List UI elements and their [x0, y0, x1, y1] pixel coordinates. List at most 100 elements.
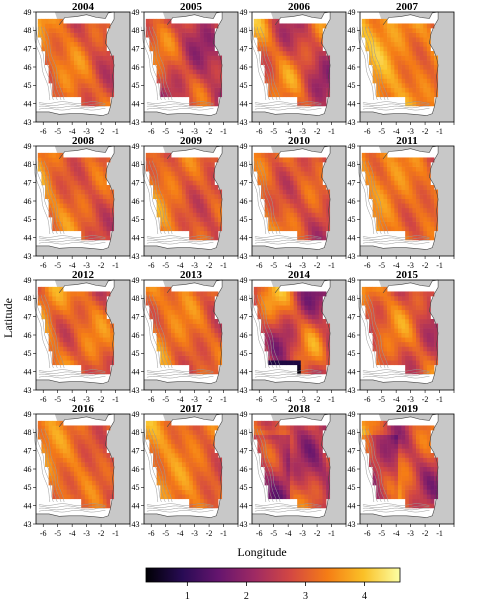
heatmap-cell	[160, 480, 165, 486]
heatmap-cell	[412, 221, 417, 227]
heatmap-cell	[282, 309, 287, 315]
heatmap-cell	[171, 189, 176, 195]
heatmap-cell	[70, 180, 75, 186]
heatmap-cell	[189, 369, 194, 375]
heatmap-cell	[419, 328, 424, 334]
x-tick-label: -2	[98, 261, 105, 270]
heatmap-cell	[174, 346, 179, 352]
heatmap-cell	[41, 180, 46, 186]
heatmap-cell	[293, 166, 298, 172]
heatmap-cell	[95, 296, 100, 301]
x-tick-label: -3	[407, 261, 414, 270]
heatmap-cell	[88, 23, 93, 29]
heatmap-cell	[163, 194, 168, 200]
heatmap-cell	[70, 221, 75, 227]
heatmap-cell	[203, 360, 208, 366]
heatmap-cell	[84, 184, 89, 190]
heatmap-cell	[167, 73, 172, 79]
heatmap-cell	[95, 425, 100, 431]
heatmap-cell	[63, 32, 68, 38]
heatmap-cell	[200, 32, 204, 38]
heatmap-cell	[326, 55, 331, 61]
heatmap-cell	[99, 166, 104, 172]
y-tick-label: 49	[348, 276, 356, 285]
heatmap-cell	[408, 180, 413, 186]
heatmap-cell	[95, 351, 100, 356]
heatmap-cell	[99, 494, 104, 500]
heatmap-cell	[271, 226, 276, 232]
isobath-line	[256, 160, 278, 235]
heatmap-cell	[271, 314, 276, 320]
heatmap-cell	[308, 226, 312, 232]
heatmap-cell	[369, 32, 373, 38]
heatmap-cell	[416, 235, 420, 241]
heatmap-cell	[308, 175, 312, 181]
heatmap-cell	[315, 309, 320, 315]
heatmap-cell	[55, 323, 60, 329]
heatmap-cell	[167, 23, 172, 29]
heatmap-cell	[383, 355, 388, 361]
heatmap-cell	[218, 485, 223, 490]
heatmap-cell	[55, 217, 60, 222]
heatmap-cell	[156, 41, 161, 47]
heatmap-cell	[92, 198, 96, 204]
heatmap-cell	[207, 443, 212, 449]
heatmap-cell	[196, 157, 201, 163]
heatmap-cell	[268, 296, 273, 301]
heatmap-cell	[163, 323, 168, 329]
heatmap-cell	[210, 332, 215, 338]
heatmap-cell	[70, 166, 75, 172]
heatmap-cell	[394, 309, 399, 315]
heatmap-cell	[401, 328, 406, 334]
isobath-line	[254, 105, 322, 109]
isobath-line	[146, 376, 214, 379]
heatmap-cell	[203, 189, 208, 195]
heatmap-cell	[52, 83, 57, 88]
heatmap-cell	[326, 360, 331, 366]
heatmap-cell	[279, 198, 284, 204]
heatmap-cell	[279, 351, 284, 356]
heatmap-cell	[181, 448, 186, 454]
heatmap-cell	[300, 83, 305, 88]
heatmap-cell	[192, 485, 197, 490]
heatmap-cell	[412, 37, 417, 43]
heatmap-cell	[37, 420, 42, 426]
heatmap-cell	[203, 221, 208, 227]
isobath-line	[151, 160, 173, 235]
heatmap-cell	[84, 235, 89, 241]
heatmap-cell	[48, 198, 53, 204]
heatmap-cell	[84, 171, 89, 177]
heatmap-cell	[102, 323, 107, 329]
heatmap-cell	[401, 291, 406, 297]
heatmap-cell	[426, 41, 431, 47]
heatmap-cell	[52, 448, 57, 454]
heatmap-cell	[73, 175, 78, 181]
heatmap-cell	[106, 60, 111, 66]
heatmap-cell	[405, 46, 410, 52]
heatmap-cell	[426, 23, 431, 29]
heatmap-cell	[264, 73, 269, 79]
heatmap-cell	[268, 55, 273, 61]
heatmap-cell	[181, 462, 186, 468]
heatmap-cell	[210, 46, 215, 52]
heatmap-cell	[416, 346, 420, 352]
heatmap-cell	[185, 189, 190, 195]
heatmap-cell	[178, 166, 183, 172]
x-tick-label: -3	[191, 261, 198, 270]
heatmap-cell	[174, 50, 179, 56]
heatmap-cell	[322, 184, 327, 190]
coastline	[36, 11, 115, 116]
heatmap-cell	[394, 314, 399, 320]
heatmap-cell	[376, 323, 381, 329]
heatmap-cell	[293, 180, 298, 186]
heatmap-cell	[185, 466, 190, 472]
heatmap-cell	[289, 296, 294, 301]
heatmap-cell	[63, 452, 68, 458]
heatmap-cell	[81, 314, 86, 320]
heatmap-cell	[178, 23, 183, 29]
heatmap-cell	[52, 489, 57, 495]
heatmap-cell	[308, 171, 312, 177]
heatmap-cell	[99, 60, 104, 66]
heatmap-cell	[300, 28, 305, 33]
heatmap-cell	[84, 448, 89, 454]
